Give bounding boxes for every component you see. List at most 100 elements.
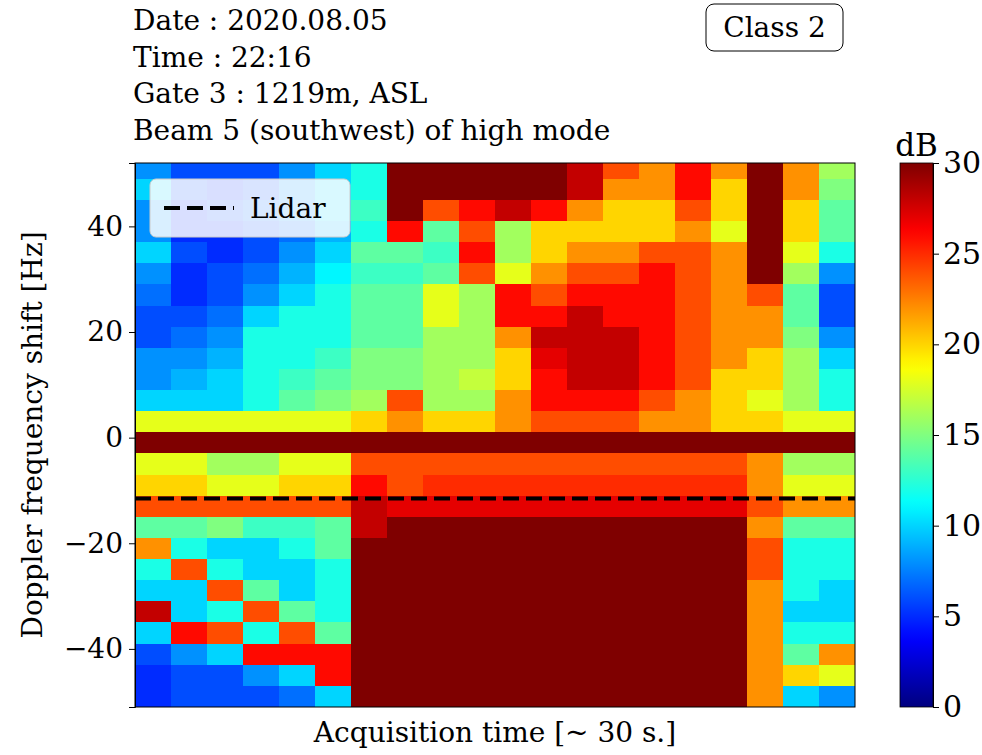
heatmap-cell [459,200,496,222]
heatmap-cell [207,538,244,560]
heatmap-cell [531,622,568,644]
heatmap-cell [315,580,352,602]
heatmap-cell [423,163,460,179]
heatmap-cell [459,179,496,201]
heatmap-cell [279,601,316,623]
tick-mark [129,226,135,227]
heatmap-cell [315,327,352,349]
heatmap-cell [639,559,676,581]
heatmap-cell [279,242,316,264]
heatmap-cell [819,163,855,179]
heatmap-cell [207,475,244,497]
heatmap-cell [603,580,640,602]
heatmap-cell [711,432,748,454]
heatmap-cell [171,242,208,264]
heatmap-cell [315,517,352,539]
heatmap-cell [351,622,388,644]
tick: 15 [933,417,981,452]
tick: 10 [933,508,981,543]
heatmap-cell [711,200,748,222]
heatmap-cell [135,432,172,454]
heatmap-cell [675,411,712,433]
heatmap-cell [279,348,316,370]
heatmap-cell [819,686,855,707]
tick: −40 [64,632,135,665]
heatmap-cell [747,453,784,475]
heatmap-cell [279,284,316,306]
tick-label: −20 [64,527,123,560]
heatmap-cell [459,665,496,687]
heatmap-cell [495,517,532,539]
heatmap-cell [315,163,352,179]
heatmap-cell [675,306,712,328]
heatmap-cell [603,327,640,349]
heatmap-cell [279,369,316,391]
heatmap-cell [171,284,208,306]
heatmap-cell [783,242,820,264]
heatmap-cell [819,411,855,433]
heatmap-cell [459,686,496,707]
heatmap-cell [243,369,280,391]
heatmap-cell [207,327,244,349]
heatmap-cell [747,306,784,328]
heatmap-cell [603,306,640,328]
heatmap-cell [315,369,352,391]
heatmap-cell [675,348,712,370]
heatmap-cell [351,538,388,560]
heatmap-cell [531,163,568,179]
heatmap-cell [351,411,388,433]
heatmap-cell [675,580,712,602]
axis-line [934,164,940,708]
tick: −20 [64,527,135,560]
heatmap-cell [783,538,820,560]
heatmap-cell [423,390,460,412]
heatmap-cell [243,644,280,666]
heatmap-cell [351,517,388,539]
heatmap-cell [315,263,352,285]
heatmap-cell [747,200,784,222]
heatmap-cell [459,453,496,475]
heatmap-cell [495,179,532,201]
heatmap-cell [747,263,784,285]
heatmap-cell [387,263,424,285]
heatmap-cell [279,263,316,285]
heatmap-cell [495,601,532,623]
heatmap-cell [531,390,568,412]
heatmap-cell [567,390,604,412]
heatmap-cell [279,432,316,454]
heatmap-cell [423,622,460,644]
tick-label: 0 [943,689,962,724]
heatmap-cell [783,327,820,349]
heatmap-cell [711,348,748,370]
heatmap-cell [675,559,712,581]
heatmap-cell [783,601,820,623]
heatmap-cell [135,686,172,707]
heatmap-cell [639,432,676,454]
heatmap-cell [279,475,316,497]
heatmap-cell [567,263,604,285]
heatmap-cell [603,665,640,687]
heatmap-cell [495,665,532,687]
heatmap-cell [171,644,208,666]
tick: 20 [87,315,135,348]
heatmap-cell [279,580,316,602]
heatmap-cell [711,179,748,201]
heatmap-cell [207,306,244,328]
heatmap-cell [351,580,388,602]
tick-mark [933,344,939,345]
heatmap-cell [351,559,388,581]
heatmap-cell [135,242,172,264]
heatmap-cell [711,284,748,306]
heatmap-cell [495,390,532,412]
tick-mark [129,438,135,439]
heatmap-cell [567,411,604,433]
heatmap-cell [567,538,604,560]
heatmap-cell [387,686,424,707]
heatmap-cell [315,348,352,370]
heatmap-cell [819,242,855,264]
heatmap-cell [207,263,244,285]
heatmap-cell [387,538,424,560]
heatmap-cell [171,601,208,623]
tick-label: 15 [943,417,981,452]
heatmap-cell [711,306,748,328]
